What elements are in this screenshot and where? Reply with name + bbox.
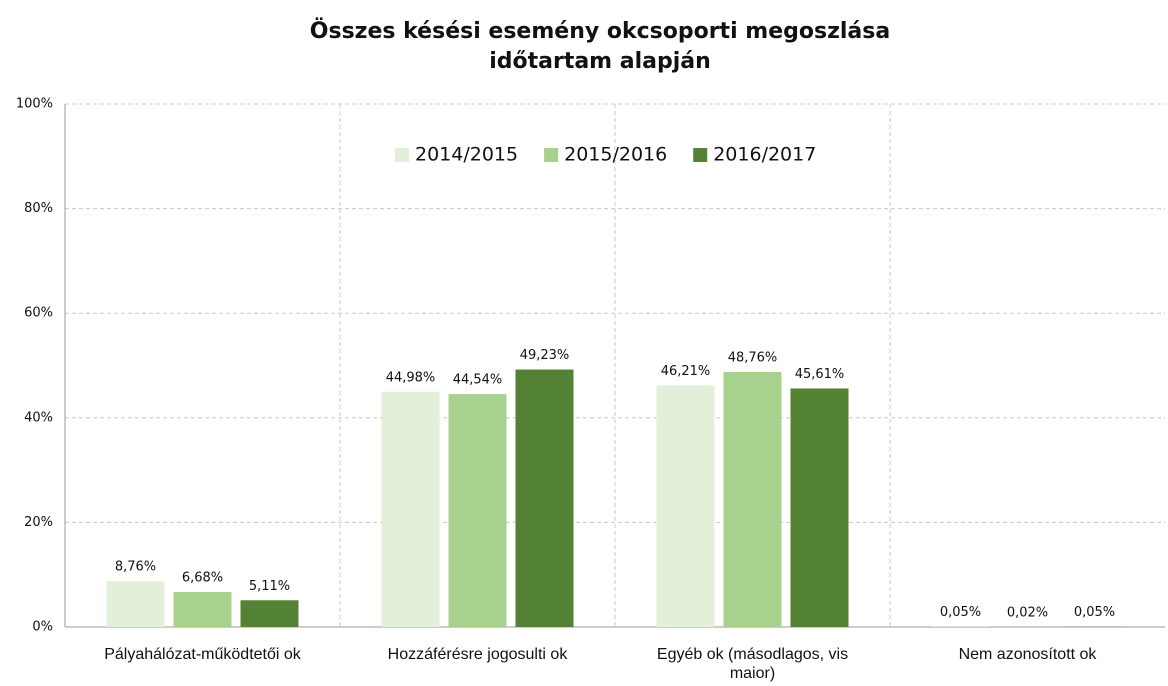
bar xyxy=(656,385,715,627)
x-tick-label: Hozzáférésre jogosulti ok xyxy=(387,646,568,663)
y-tick-label: 60% xyxy=(24,306,53,321)
y-tick-label: 40% xyxy=(24,410,53,425)
legend-swatch xyxy=(693,148,708,162)
data-label: 49,23% xyxy=(520,348,570,363)
data-label: 46,21% xyxy=(661,364,711,379)
bar xyxy=(448,394,507,627)
bar xyxy=(173,592,232,627)
chart-title: időtartam alapján xyxy=(489,49,711,74)
data-label: 0,05% xyxy=(1074,605,1115,620)
bar xyxy=(240,600,299,627)
chart-title: Összes késési esemény okcsoporti megoszl… xyxy=(310,18,890,44)
bar xyxy=(106,581,165,627)
y-tick-label: 80% xyxy=(24,201,53,216)
bar xyxy=(723,371,782,627)
x-tick-label: Egyéb ok (másodlagos, vis maior) xyxy=(656,646,849,682)
bar xyxy=(381,391,440,627)
y-tick-label: 20% xyxy=(24,515,53,530)
legend-swatch xyxy=(544,148,559,162)
y-tick-label: 100% xyxy=(16,97,53,112)
bar xyxy=(515,369,574,627)
legend-swatch xyxy=(395,148,409,162)
x-tick-label: Nem azonosított ok xyxy=(958,646,1097,663)
data-label: 6,68% xyxy=(182,571,223,586)
data-label: 0,05% xyxy=(940,605,981,620)
data-label: 44,54% xyxy=(453,373,503,388)
data-label: 0,02% xyxy=(1007,605,1048,620)
data-label: 8,76% xyxy=(115,560,156,575)
bar xyxy=(790,388,849,627)
data-label: 44,98% xyxy=(386,370,436,385)
legend-label: 2015/2016 xyxy=(564,144,667,166)
legend-label: 2014/2015 xyxy=(415,144,518,166)
data-label: 45,61% xyxy=(795,367,845,382)
data-label: 5,11% xyxy=(249,579,290,594)
data-label: 48,76% xyxy=(728,350,778,365)
x-tick-label: Pályahálózat-működtetői ok xyxy=(104,646,301,663)
legend-label: 2016/2017 xyxy=(713,144,816,166)
y-tick-label: 0% xyxy=(32,620,53,635)
